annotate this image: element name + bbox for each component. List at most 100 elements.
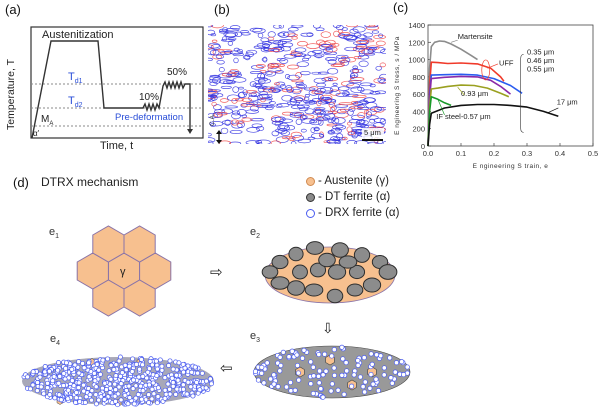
grain-boundary: [209, 75, 221, 81]
drx-ferrite-grain: [318, 386, 324, 392]
grain-boundary: [259, 91, 268, 96]
grain-boundary: [292, 134, 305, 142]
grain-boundary: [291, 25, 304, 28]
series-line-0-35-m: [427, 61, 505, 147]
y-tick-label: 600: [412, 90, 425, 99]
drx-ferrite-grain: [316, 351, 322, 358]
grain-boundary: [326, 139, 340, 144]
grain-boundary: [242, 55, 251, 60]
drx-ferrite-grain: [129, 369, 135, 374]
grain-boundary: [254, 77, 269, 82]
grain-boundary: [221, 72, 237, 77]
grain-boundary: [317, 119, 324, 126]
drx-ferrite-grain: [368, 371, 374, 378]
drx-ferrite-grain: [185, 379, 191, 385]
grain-boundary: [215, 54, 225, 59]
grain-boundary: [332, 82, 338, 86]
drx-ferrite-grain: [61, 383, 67, 388]
ebsd-grain-map: [208, 25, 386, 144]
grain-boundary: [261, 41, 273, 46]
drx-ferrite-grain: [286, 354, 292, 360]
grain-boundary: [245, 109, 259, 114]
legend-dt-ferrite: - DT ferrite (α): [306, 191, 390, 203]
grain-boundary: [357, 54, 370, 60]
austenite-grain: [92, 279, 125, 317]
drx-ferrite-grain: [339, 372, 345, 378]
drx-ferrite-grain: [355, 357, 361, 364]
grain-boundary: [376, 107, 386, 111]
grain-boundary: [349, 73, 356, 80]
drx-ferrite-grain: [46, 368, 52, 374]
drx-ferrite-grain: [157, 357, 163, 363]
drx-ferrite-grain: [52, 395, 58, 401]
grain-boundary: [332, 124, 347, 130]
drx-ferrite-grain: [167, 358, 173, 364]
grain-boundary: [209, 49, 220, 56]
drx-ferrite-grain: [76, 385, 82, 391]
drx-ferrite-grain: [82, 400, 88, 405]
drx-ferrite-grain: [343, 360, 349, 366]
drx-ferrite-grain: [153, 358, 159, 364]
grain-boundary: [268, 48, 281, 53]
grain-boundary: [226, 94, 240, 102]
grain-boundary: [270, 115, 282, 123]
grain-boundary: [208, 132, 212, 137]
dt-ferrite-grain: [287, 280, 305, 296]
drx-ferrite-grain: [63, 360, 69, 366]
predeformation-label: Pre-deformation: [115, 112, 184, 123]
grain-boundary: [210, 94, 218, 101]
grain-boundary: [336, 133, 344, 140]
drx-ferrite-grain: [401, 372, 407, 378]
annotation-label: Martensite: [458, 32, 493, 41]
grain-boundary: [217, 112, 228, 116]
drx-ferrite-grain: [118, 381, 124, 387]
grain-boundary: [283, 125, 296, 131]
panel-b-label: (b): [214, 2, 230, 17]
grain-boundary: [260, 73, 266, 80]
grain-boundary: [353, 46, 366, 52]
grain-boundary: [337, 86, 350, 91]
drx-ferrite-grain: [42, 369, 48, 375]
grain-boundary: [367, 141, 379, 144]
time-axis-label: Time, t: [100, 140, 134, 152]
drx-ferrite-grain: [294, 352, 300, 358]
grain-boundary: [271, 120, 284, 125]
grain-boundary: [249, 71, 263, 75]
drx-ferrite-grain: [25, 374, 30, 380]
drx-ferrite-grain: [322, 351, 328, 357]
drx-ferrite-grain: [139, 396, 145, 402]
grain-boundary: [216, 59, 225, 65]
grain-boundary: [259, 93, 270, 100]
drx-ferrite-grain: [287, 379, 294, 386]
grain-boundary: [241, 32, 251, 36]
grain-boundary: [304, 94, 310, 98]
grain-boundary: [347, 131, 356, 135]
grain-boundary: [349, 28, 359, 34]
grain-boundary: [290, 86, 303, 93]
drx-ferrite-grain: [56, 380, 62, 386]
drx-ferrite-grain: [65, 387, 71, 393]
arrow-right-icon: ⇨: [210, 264, 223, 281]
grain-boundary: [267, 63, 275, 69]
temperature-profile: [31, 40, 191, 139]
drx-ferrite-grain: [133, 395, 139, 401]
grain-boundary: [373, 34, 386, 40]
drx-ferrite-grain: [103, 387, 109, 392]
drx-ferrite-grain: [76, 370, 82, 376]
drx-ferrite-grain: [308, 359, 314, 365]
drx-ferrite-grain: [149, 362, 155, 368]
drx-ferrite-grain: [329, 353, 335, 359]
drx-ferrite-grain: [130, 386, 136, 392]
annotation-label: IF steel-0.57 μm: [436, 112, 490, 121]
dt-ferrite-grain: [309, 262, 327, 278]
arrow-down-icon: ⇩: [322, 320, 334, 336]
grain-boundary: [211, 101, 217, 107]
grain-boundary: [225, 32, 237, 38]
grain-boundary: [324, 76, 339, 82]
drx-ferrite-grain: [149, 396, 155, 402]
annotation-label: 0.55 μm: [527, 65, 554, 74]
dt-ferrite-grain: [270, 276, 290, 290]
grain-boundary: [316, 111, 322, 118]
strain-10-label: 10%: [139, 92, 160, 103]
drx-ferrite-grain: [81, 382, 86, 388]
